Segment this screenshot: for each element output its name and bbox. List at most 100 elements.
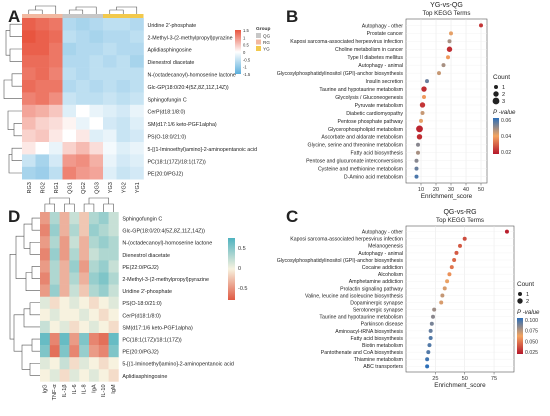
group-legend-swatch — [256, 46, 261, 51]
heatmap-cell — [76, 142, 90, 155]
correlation-cell — [59, 212, 70, 225]
correlation-cell — [79, 284, 90, 297]
heatmap-cell — [49, 166, 63, 180]
correlation-cell — [98, 320, 109, 334]
heatmap-cell — [103, 129, 117, 143]
heatmap-cell — [89, 142, 104, 155]
correlation-cell — [69, 296, 80, 310]
heatmap-cell — [35, 18, 50, 31]
column-dendrogram — [28, 5, 138, 14]
term-label: Prolactin signaling pathway — [340, 286, 403, 292]
count-legend-label: 1 — [502, 85, 505, 91]
correlation-tick-label: 0 — [238, 266, 241, 272]
correlation-cell — [49, 248, 60, 261]
correlation-cell — [79, 320, 90, 334]
heatmap-cell — [89, 92, 104, 106]
heatmap-cell — [62, 166, 77, 180]
heatmap-column-label: QG2 — [81, 182, 87, 194]
group-legend-label: RG — [263, 40, 270, 45]
heatmap-cell — [130, 18, 144, 31]
count-legend-dot — [493, 91, 499, 97]
heatmap-column-label: RG1 — [54, 182, 60, 193]
correlation-cell — [108, 284, 119, 297]
heatmap-cell — [103, 154, 117, 168]
correlation-cell — [69, 320, 80, 334]
heatmap-cell — [49, 30, 63, 44]
heatmap-cell — [130, 80, 144, 93]
correlation-cell — [49, 272, 60, 285]
heatmap-cell — [116, 67, 131, 81]
dendrogram-branch — [75, 6, 97, 14]
heatmap-cell — [103, 142, 117, 155]
panel-d-correlation-heatmap: Sphingofungin C Glc-GP(18:0/20:4(5Z,8Z,11… — [9, 197, 247, 400]
scale-tick-label: -0.5 — [243, 57, 251, 62]
correlation-cell — [108, 272, 119, 285]
term-label: Parkinson disease — [361, 322, 404, 328]
term-label: Taurine and hypotaurine metabolism — [319, 87, 403, 93]
heatmap-cell — [116, 166, 131, 180]
pvalue-legend-title: P -value — [517, 309, 540, 316]
correlation-cell — [108, 369, 119, 382]
dendrogram-branch — [5, 30, 10, 56]
correlation-cell — [49, 320, 60, 334]
dendrogram-branch — [25, 272, 40, 291]
correlation-cell — [98, 369, 109, 382]
pvalue-tick-label: 0.06 — [501, 118, 511, 124]
pvalue-tick-label: 0.025 — [525, 350, 538, 356]
correlation-cell — [98, 296, 109, 310]
correlation-cell — [89, 369, 100, 382]
term-point — [439, 300, 444, 305]
correlation-cell — [69, 212, 80, 225]
plot-area — [405, 18, 488, 184]
heatmap-row-label: PS(O-18:0/21:0) — [148, 135, 187, 141]
correlation-cell — [40, 296, 51, 310]
term-point — [425, 79, 429, 84]
term-point — [454, 250, 459, 255]
count-legend-title: Count — [493, 74, 510, 81]
dendrogram-branch — [9, 254, 16, 340]
correlation-cell — [98, 260, 109, 273]
correlation-cell — [69, 260, 80, 273]
correlation-cell — [59, 320, 70, 334]
heatmap-cell — [76, 129, 90, 143]
term-point — [421, 86, 427, 92]
heatmap-cell — [22, 92, 36, 106]
pvalue-colorbar — [517, 318, 523, 354]
correlation-row-label: PE(20:0/PGJ2) — [122, 350, 158, 356]
column-dendrogram — [44, 197, 114, 212]
heatmap-cell — [130, 142, 144, 155]
correlation-column-label: IL-8 — [82, 384, 88, 394]
correlation-cell — [89, 284, 100, 297]
heatmap-column-label: YG1 — [135, 182, 141, 193]
pvalue-tick-label: 0.100 — [525, 318, 538, 324]
correlation-cell — [59, 284, 70, 297]
term-point — [437, 71, 441, 76]
heatmap-cell — [62, 154, 77, 168]
heatmap-cell — [103, 92, 117, 106]
correlation-cell — [79, 345, 90, 358]
correlation-cell — [49, 357, 60, 370]
heatmap-row-label: PC(18:1(17Z)/18:1(17Z)) — [148, 159, 207, 165]
correlation-cell — [40, 284, 51, 297]
heatmap-cell — [62, 18, 77, 31]
correlation-cell — [59, 224, 70, 237]
correlation-cell — [98, 308, 109, 322]
x-tick-label: 75 — [491, 376, 497, 382]
term-label: Glycosylphosphatidylinositol (GPI)-ancho… — [277, 71, 404, 77]
group-legend-label: YG — [263, 46, 270, 51]
plot-subtitle: Top KEGG Terms — [436, 217, 484, 224]
correlation-cell — [59, 236, 70, 249]
group-legend-swatch — [256, 39, 261, 45]
term-label: Pentose phosphate pathway — [338, 119, 404, 125]
correlation-cell — [59, 333, 70, 346]
correlation-cell — [108, 236, 119, 249]
heatmap-cell — [22, 18, 36, 31]
term-label: ABC transporters — [363, 364, 403, 370]
heatmap-cell — [35, 55, 50, 68]
correlation-cell — [98, 284, 109, 297]
correlation-cell — [98, 333, 109, 346]
heatmap-cell — [103, 42, 117, 56]
heatmap-cell — [22, 142, 36, 155]
correlation-cell — [108, 260, 119, 273]
